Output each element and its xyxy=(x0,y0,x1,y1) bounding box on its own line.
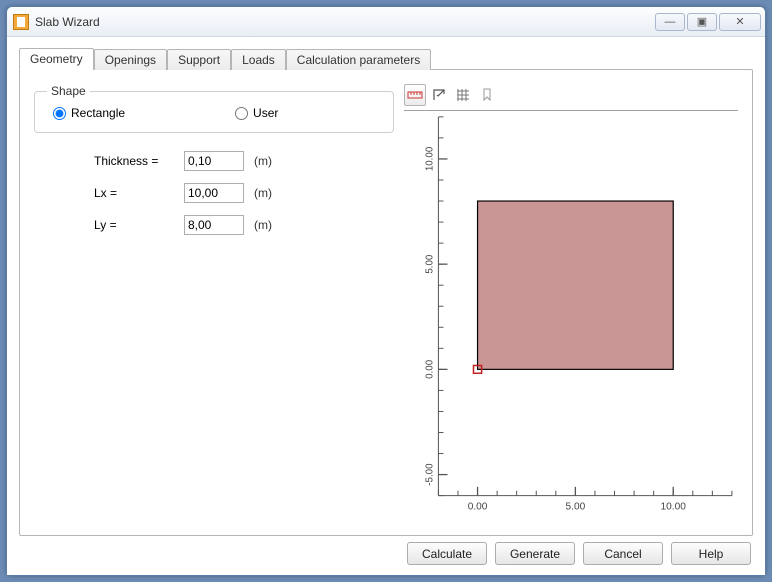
maximize-button[interactable]: ▣ xyxy=(687,13,717,31)
ly-unit: (m) xyxy=(254,218,284,232)
calculate-button[interactable]: Calculate xyxy=(407,542,487,565)
shape-rectangle-option[interactable]: Rectangle xyxy=(53,106,125,120)
minimize-button[interactable]: — xyxy=(655,13,685,31)
tab-openings[interactable]: Openings xyxy=(94,49,167,70)
lx-input[interactable] xyxy=(184,183,244,203)
bookmark-icon[interactable] xyxy=(476,84,498,106)
close-button[interactable]: ✕ xyxy=(719,13,761,31)
preview-canvas[interactable]: -5.00 0.00 5.00 10.00 0.00 5.00 10.00 xyxy=(404,111,738,521)
lx-unit: (m) xyxy=(254,186,284,200)
geometry-form: Shape Rectangle User Thickness = xyxy=(34,84,394,521)
thickness-label: Thickness = xyxy=(94,154,184,168)
svg-text:10.00: 10.00 xyxy=(424,146,435,171)
svg-text:0.00: 0.00 xyxy=(424,359,435,378)
slab-wizard-window: Slab Wizard — ▣ ✕ Geometry Openings Supp… xyxy=(6,6,766,576)
client-area: Geometry Openings Support Loads Calculat… xyxy=(7,37,765,575)
grid-icon[interactable] xyxy=(452,84,474,106)
shape-user-option[interactable]: User xyxy=(235,106,278,120)
tab-content: Shape Rectangle User Thickness = xyxy=(19,69,753,536)
svg-text:5.00: 5.00 xyxy=(424,254,435,273)
preview-toolbar xyxy=(404,84,738,106)
svg-text:5.00: 5.00 xyxy=(566,501,586,512)
svg-text:-5.00: -5.00 xyxy=(424,463,435,486)
shape-legend: Shape xyxy=(47,84,90,98)
tab-calculation-parameters[interactable]: Calculation parameters xyxy=(286,49,431,70)
help-button[interactable]: Help xyxy=(671,542,751,565)
preview-pane: -5.00 0.00 5.00 10.00 0.00 5.00 10.00 xyxy=(404,84,738,521)
shape-radio-row: Rectangle User xyxy=(47,106,381,120)
ly-label: Ly = xyxy=(94,218,184,232)
cancel-button[interactable]: Cancel xyxy=(583,542,663,565)
shape-rectangle-radio[interactable] xyxy=(53,107,66,120)
ly-input[interactable] xyxy=(184,215,244,235)
shape-groupbox: Shape Rectangle User xyxy=(34,84,394,133)
preview-canvas-wrap: -5.00 0.00 5.00 10.00 0.00 5.00 10.00 xyxy=(404,110,738,521)
ruler-icon[interactable] xyxy=(404,84,426,106)
generate-button[interactable]: Generate xyxy=(495,542,575,565)
export-arrow-icon[interactable] xyxy=(428,84,450,106)
svg-text:10.00: 10.00 xyxy=(661,501,687,512)
tab-support[interactable]: Support xyxy=(167,49,231,70)
thickness-input[interactable] xyxy=(184,151,244,171)
tab-loads[interactable]: Loads xyxy=(231,49,286,70)
app-icon xyxy=(13,14,29,30)
dialog-buttons: Calculate Generate Cancel Help xyxy=(19,536,753,567)
tab-strip: Geometry Openings Support Loads Calculat… xyxy=(19,47,753,69)
window-title: Slab Wizard xyxy=(35,15,100,29)
svg-text:0.00: 0.00 xyxy=(468,501,488,512)
shape-user-radio[interactable] xyxy=(235,107,248,120)
parameters-grid: Thickness = (m) Lx = (m) Ly = (m) xyxy=(94,151,394,235)
titlebar: Slab Wizard — ▣ ✕ xyxy=(7,7,765,37)
thickness-unit: (m) xyxy=(254,154,284,168)
tab-geometry[interactable]: Geometry xyxy=(19,48,94,70)
lx-label: Lx = xyxy=(94,186,184,200)
